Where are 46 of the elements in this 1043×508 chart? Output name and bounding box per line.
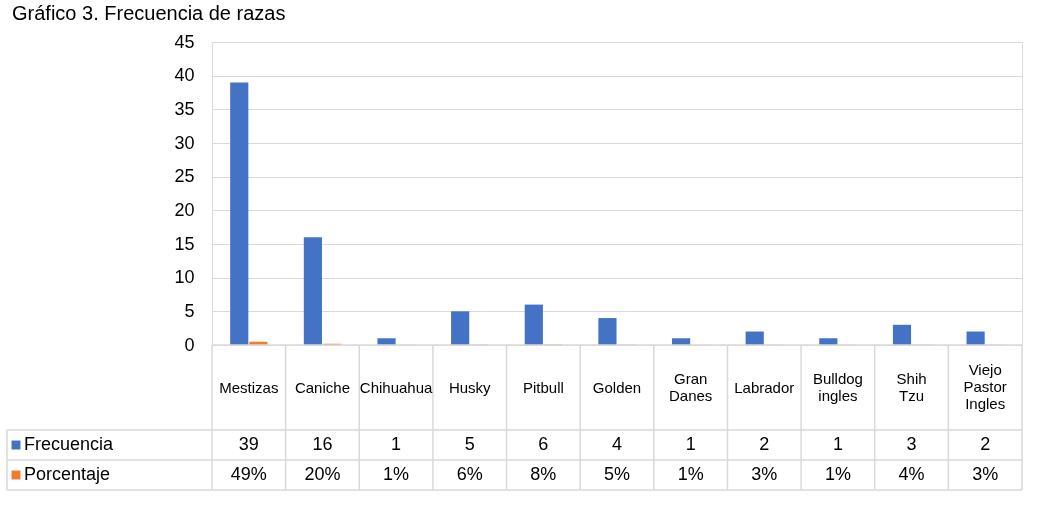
- data-label: 4%: [898, 464, 925, 484]
- data-label: 6: [538, 434, 549, 454]
- x-tick-label: Caniche: [294, 378, 350, 396]
- data-label: 1: [832, 434, 843, 454]
- x-tick-label: Labrador: [734, 378, 795, 396]
- data-label: 20%: [304, 464, 341, 484]
- data-label: 2: [759, 434, 770, 454]
- x-tick-label: Gran Danes: [668, 369, 713, 404]
- data-label: 39: [238, 434, 259, 454]
- x-tick-label: Bulldog ingles: [812, 369, 863, 404]
- x-tick-label: Pitbull: [522, 378, 564, 396]
- data-label: 16: [312, 434, 333, 454]
- data-label: 49%: [230, 464, 267, 484]
- x-tick-label: Husky: [448, 378, 492, 396]
- x-tick-label: Chihuahua: [359, 378, 434, 396]
- data-label: 3: [906, 434, 917, 454]
- data-label: 3%: [751, 464, 778, 484]
- data-label: 5: [464, 434, 475, 454]
- x-tick-label: Viejo Pastor Ingles: [963, 360, 1007, 412]
- data-label: 4: [611, 434, 623, 454]
- legend-label: Porcentaje: [24, 464, 111, 484]
- y-tick-label: 20: [174, 199, 195, 220]
- legend-label: Frecuencia: [24, 434, 115, 454]
- data-label: 8%: [530, 464, 557, 484]
- y-tick-label: 40: [174, 65, 195, 86]
- y-tick-label: 5: [184, 300, 195, 321]
- data-label: 1%: [677, 464, 704, 484]
- data-label: 1%: [824, 464, 851, 484]
- y-tick-label: 30: [174, 132, 195, 153]
- x-tick-label: Golden: [592, 378, 642, 396]
- data-label: 6%: [456, 464, 483, 484]
- x-tick-label: Shih Tzu: [896, 369, 927, 404]
- y-tick-label: 0: [184, 334, 195, 355]
- y-tick-label: 45: [174, 31, 195, 52]
- chart-title: Gráfico 3. Frecuencia de razas: [12, 2, 286, 24]
- data-label: 2: [980, 434, 991, 454]
- data-label: 5%: [603, 464, 631, 484]
- x-tick-label: Mestizas: [219, 378, 279, 396]
- y-tick-label: 35: [174, 98, 195, 119]
- data-label: 1%: [383, 464, 410, 484]
- y-tick-label: 15: [174, 233, 195, 254]
- y-tick-label: 10: [174, 267, 195, 288]
- data-label: 3%: [972, 464, 999, 484]
- data-label: 1: [391, 434, 402, 454]
- y-tick-label: 25: [174, 166, 195, 187]
- data-label: 1: [685, 434, 696, 454]
